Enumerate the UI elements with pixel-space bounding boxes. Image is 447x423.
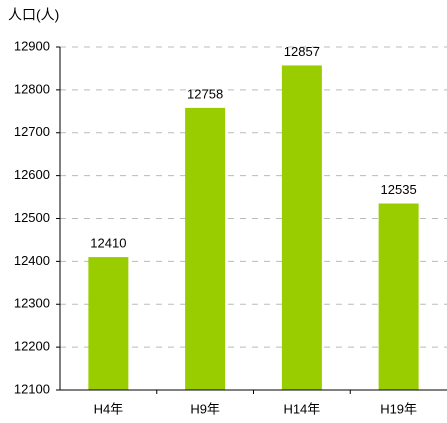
bar xyxy=(378,203,419,390)
y-axis-label: 人口(人) xyxy=(8,7,59,23)
x-tick-label: H14年 xyxy=(283,401,320,416)
x-tick-label: H19年 xyxy=(380,401,417,416)
x-tick-label: H4年 xyxy=(94,401,124,416)
data-label: 12857 xyxy=(284,44,320,59)
bar xyxy=(281,65,322,390)
data-label: 12758 xyxy=(187,86,223,101)
y-tick-label: 12800 xyxy=(14,81,50,96)
y-tick-label: 12300 xyxy=(14,296,50,311)
bar xyxy=(88,257,129,390)
x-tick-label: H9年 xyxy=(190,401,220,416)
y-tick-label: 12600 xyxy=(14,167,50,182)
bar xyxy=(185,107,226,390)
y-tick-label: 12200 xyxy=(14,339,50,354)
y-tick-label: 12700 xyxy=(14,124,50,139)
y-tick-label: 12100 xyxy=(14,381,50,396)
y-tick-label: 12900 xyxy=(14,38,50,53)
data-label: 12410 xyxy=(90,236,126,251)
data-label: 12535 xyxy=(381,182,417,197)
y-tick-label: 12400 xyxy=(14,253,50,268)
y-tick-label: 12500 xyxy=(14,210,50,225)
